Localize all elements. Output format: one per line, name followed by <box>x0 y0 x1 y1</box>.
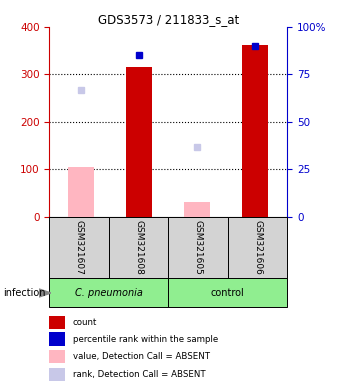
Bar <box>109 217 168 278</box>
Bar <box>184 202 210 217</box>
Text: GSM321605: GSM321605 <box>193 220 203 275</box>
Text: infection: infection <box>3 288 46 298</box>
Bar <box>168 278 287 307</box>
Bar <box>68 167 94 217</box>
Title: GDS3573 / 211833_s_at: GDS3573 / 211833_s_at <box>98 13 239 26</box>
Text: value, Detection Call = ABSENT: value, Detection Call = ABSENT <box>73 352 210 361</box>
Bar <box>49 367 65 381</box>
Bar <box>49 332 65 346</box>
Text: control: control <box>211 288 245 298</box>
Bar <box>228 217 287 278</box>
Polygon shape <box>39 289 51 297</box>
Text: count: count <box>73 318 97 327</box>
Text: GSM321607: GSM321607 <box>74 220 84 275</box>
Bar <box>49 278 168 307</box>
Bar <box>49 217 109 278</box>
Text: percentile rank within the sample: percentile rank within the sample <box>73 334 218 344</box>
Text: rank, Detection Call = ABSENT: rank, Detection Call = ABSENT <box>73 370 205 379</box>
Bar <box>49 349 65 363</box>
Bar <box>49 316 65 329</box>
Bar <box>126 67 152 217</box>
Text: GSM321608: GSM321608 <box>134 220 143 275</box>
Bar <box>168 217 228 278</box>
Text: GSM321606: GSM321606 <box>253 220 262 275</box>
Text: C. pneumonia: C. pneumonia <box>75 288 143 298</box>
Bar <box>242 45 269 217</box>
